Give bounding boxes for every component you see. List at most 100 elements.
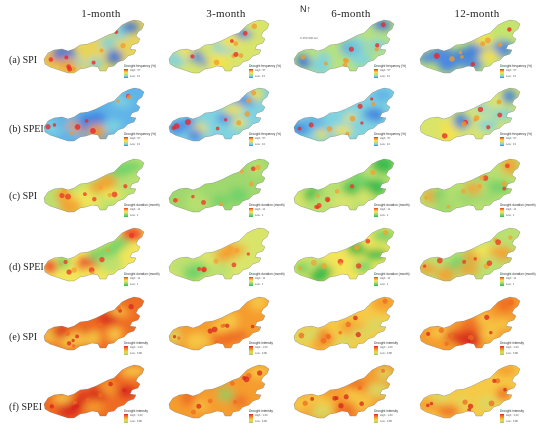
legend-color-ramp bbox=[374, 208, 378, 217]
region-map bbox=[43, 364, 145, 419]
surface-blob bbox=[336, 264, 352, 280]
region-map bbox=[419, 158, 521, 213]
surface-blob bbox=[350, 50, 373, 68]
station-hotspot bbox=[74, 124, 81, 130]
legend-low-label: Low : 13 bbox=[506, 143, 516, 146]
surface-blob bbox=[103, 119, 123, 133]
station-hotspot bbox=[441, 133, 448, 139]
surface-blob bbox=[90, 112, 107, 124]
surface-blob bbox=[480, 326, 499, 342]
legend-color-ramp bbox=[249, 277, 253, 286]
station-hotspot bbox=[232, 400, 238, 405]
station-hotspot bbox=[484, 314, 490, 320]
surface-blob bbox=[494, 365, 517, 377]
legend-high-label: High : 11 bbox=[506, 208, 517, 211]
map-panel-row6-col1: Drought intensity High : 1.60 Low : 0.80 bbox=[42, 364, 160, 430]
station-hotspot bbox=[171, 125, 176, 131]
station-hotspot bbox=[316, 203, 322, 209]
station-hotspot bbox=[185, 118, 191, 125]
map-panel-row4-col1: Drought duration (month) High : 11 Low : 1 bbox=[42, 227, 160, 293]
region-map bbox=[293, 158, 395, 213]
station-hotspot bbox=[359, 401, 364, 407]
legend-title: Drought duration (month) bbox=[124, 203, 160, 207]
legend-title: Drought duration (month) bbox=[500, 203, 536, 207]
station-hotspot bbox=[256, 370, 263, 376]
station-hotspot bbox=[326, 126, 333, 132]
station-hotspot bbox=[460, 55, 464, 59]
surface-blob bbox=[487, 180, 512, 194]
legend-title: Drought intensity bbox=[249, 341, 273, 345]
map-panel-row6-col2: Drought intensity High : 1.60 Low : 0.80 bbox=[167, 364, 285, 430]
station-hotspot bbox=[197, 266, 202, 271]
region-border bbox=[43, 19, 145, 74]
surface-blob bbox=[222, 103, 246, 116]
station-hotspot bbox=[233, 41, 239, 46]
station-hotspot bbox=[424, 195, 428, 200]
legend-title: Drought frequency (%) bbox=[500, 132, 533, 136]
station-hotspot bbox=[375, 43, 380, 48]
surface-blob bbox=[495, 387, 511, 400]
legend-title: Drought intensity bbox=[124, 409, 148, 413]
station-hotspot bbox=[502, 186, 507, 191]
station-hotspot bbox=[207, 398, 213, 404]
surface-blob bbox=[187, 128, 203, 141]
region-map bbox=[43, 158, 145, 213]
surface-blob bbox=[118, 110, 135, 122]
station-hotspot bbox=[345, 321, 351, 328]
legend-low-label: Low : 0.80 bbox=[506, 420, 518, 423]
map-panel-row5-col4: Drought intensity High : 1.60 Low : 0.80 bbox=[418, 296, 536, 362]
surface-blob bbox=[59, 197, 82, 212]
region-map bbox=[168, 364, 270, 419]
station-hotspot bbox=[114, 376, 120, 382]
legend-title: Drought duration (month) bbox=[374, 272, 410, 276]
surface-blob bbox=[433, 199, 456, 212]
station-hotspot bbox=[85, 397, 91, 403]
station-hotspot bbox=[201, 267, 206, 272]
station-hotspot bbox=[426, 403, 430, 408]
station-hotspot bbox=[215, 126, 220, 131]
surface-blob bbox=[242, 247, 263, 262]
surface-blob bbox=[103, 396, 124, 411]
surface-blob bbox=[438, 58, 458, 73]
legend-low-label: Low : 0.80 bbox=[506, 352, 518, 355]
station-hotspot bbox=[497, 112, 503, 118]
legend-color-ramp bbox=[124, 208, 128, 217]
station-hotspot bbox=[495, 378, 501, 384]
station-hotspot bbox=[83, 192, 87, 196]
surface-blob bbox=[120, 247, 138, 264]
row-label: (d) SPEI bbox=[9, 262, 44, 273]
legend-high-label: High : 1.60 bbox=[506, 346, 519, 349]
legend-high-label: High : 57 bbox=[130, 137, 141, 140]
station-hotspot bbox=[99, 48, 104, 53]
station-hotspot bbox=[227, 245, 233, 252]
station-hotspot bbox=[503, 387, 507, 392]
station-hotspot bbox=[65, 193, 71, 200]
station-hotspot bbox=[115, 305, 121, 311]
station-hotspot bbox=[433, 53, 440, 59]
column-header-3-month: 3-month bbox=[206, 8, 246, 20]
column-header-6-month: 6-month bbox=[331, 8, 371, 20]
legend-title: Drought intensity bbox=[500, 409, 524, 413]
station-hotspot bbox=[229, 381, 235, 386]
station-hotspot bbox=[486, 260, 493, 266]
station-hotspot bbox=[355, 331, 361, 338]
station-hotspot bbox=[224, 251, 229, 257]
surface-blob bbox=[458, 193, 477, 208]
station-hotspot bbox=[64, 55, 69, 60]
surface-blob bbox=[182, 265, 202, 281]
surface-blob bbox=[225, 380, 242, 391]
station-hotspot bbox=[338, 330, 343, 335]
station-hotspot bbox=[357, 385, 363, 391]
region-border bbox=[168, 19, 270, 74]
station-hotspot bbox=[211, 326, 218, 333]
station-hotspot bbox=[486, 125, 491, 130]
surface-blob bbox=[98, 173, 118, 190]
legend-low-label: Low : 1 bbox=[255, 214, 264, 217]
station-hotspot bbox=[345, 131, 350, 136]
legend-high-label: High : 11 bbox=[380, 277, 391, 280]
legend-low-label: Low : 13 bbox=[255, 75, 265, 78]
legend-low-label: Low : 13 bbox=[130, 75, 140, 78]
surface-blob bbox=[99, 36, 116, 50]
surface-blob bbox=[186, 333, 201, 350]
map-panel-row5-col3: Drought intensity High : 1.60 Low : 0.80 bbox=[292, 296, 410, 362]
